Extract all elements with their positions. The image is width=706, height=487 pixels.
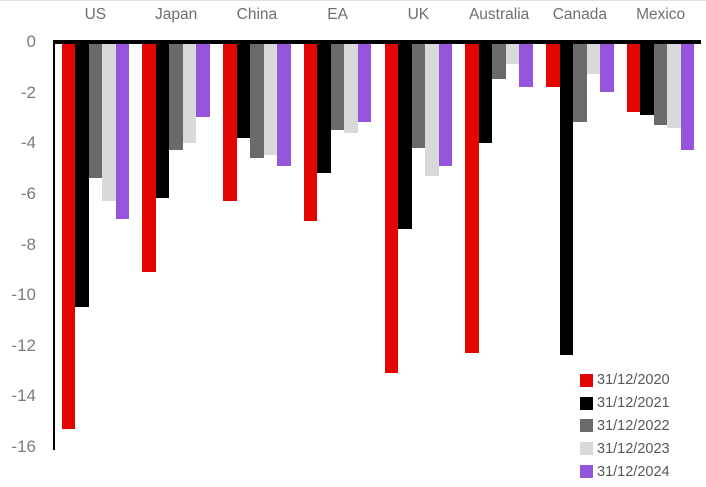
bar	[155, 44, 170, 199]
bar-group-australia	[459, 44, 540, 450]
legend-label: 31/12/2020	[597, 372, 670, 389]
bar	[438, 44, 453, 166]
legend-label: 31/12/2021	[597, 395, 670, 412]
bar	[559, 44, 574, 356]
bar	[600, 44, 614, 93]
legend-item: 31/12/2021	[580, 392, 670, 415]
bar	[680, 44, 695, 151]
bar	[573, 44, 587, 123]
legend-swatch	[580, 396, 593, 410]
legend-item: 31/12/2020	[580, 369, 670, 392]
bar	[196, 44, 210, 118]
bar	[277, 44, 291, 166]
category-label: China	[236, 6, 278, 23]
bar	[425, 44, 439, 176]
bar	[411, 44, 426, 148]
bar	[303, 44, 318, 222]
category-axis: US Japan China EA UK Australia Canada Mexico	[55, 6, 701, 24]
y-tick-label: -16	[11, 437, 36, 456]
legend-swatch	[580, 419, 593, 433]
y-tick-label: -4	[20, 133, 36, 153]
bar	[465, 44, 479, 353]
category-label: Japan	[155, 6, 198, 23]
bar	[519, 44, 533, 88]
bar	[330, 44, 345, 131]
legend-label: 31/12/2023	[597, 440, 670, 457]
bar-group-ea	[297, 44, 378, 450]
bar	[88, 44, 103, 179]
bar	[653, 44, 668, 125]
bar	[61, 44, 76, 429]
bar-group-uk	[378, 44, 459, 450]
bar	[250, 44, 264, 158]
legend-swatch	[580, 442, 593, 456]
bar	[492, 44, 506, 80]
y-tick-label: -2	[20, 82, 36, 102]
bar	[75, 44, 89, 308]
bar	[142, 44, 156, 272]
bar-group-canada	[540, 44, 621, 450]
bar	[384, 44, 399, 374]
bar	[182, 44, 197, 143]
bar	[667, 44, 681, 128]
bar	[478, 44, 493, 143]
legend-label: 31/12/2022	[597, 417, 670, 434]
category-label: Canada	[552, 6, 608, 23]
bar	[344, 44, 358, 133]
y-tick-label: -6	[20, 183, 36, 203]
bar	[546, 44, 560, 88]
category-label: US	[84, 6, 107, 23]
bar-group-us	[55, 44, 136, 450]
bar	[357, 44, 372, 123]
legend-swatch	[580, 465, 593, 479]
category-label: Mexico	[636, 6, 686, 23]
bar	[236, 44, 251, 138]
bar	[263, 44, 278, 156]
bar-group-mexico	[620, 44, 701, 450]
category-label: UK	[407, 6, 430, 23]
legend-swatch	[580, 373, 593, 387]
y-tick-label: 0	[26, 32, 36, 51]
bar	[115, 44, 130, 219]
y-tick-label: -8	[20, 234, 36, 254]
bar	[398, 44, 412, 229]
legend-label: 31/12/2024	[597, 463, 670, 480]
y-tick-label: -10	[11, 285, 36, 305]
bar	[102, 44, 116, 201]
bar	[640, 44, 654, 115]
bar-group-japan	[136, 44, 217, 450]
bar	[586, 44, 601, 75]
bar	[505, 44, 520, 65]
bar	[169, 44, 183, 151]
category-label: Australia	[468, 6, 530, 23]
y-tick-label: -14	[11, 386, 36, 406]
bar	[626, 44, 641, 113]
legend-item: 31/12/2024	[580, 460, 670, 483]
plot-area	[53, 40, 701, 450]
legend-item: 31/12/2022	[580, 415, 670, 438]
bar	[223, 44, 237, 201]
legend-item: 31/12/2023	[580, 437, 670, 460]
bar-group-china	[217, 44, 298, 450]
category-label: EA	[327, 6, 348, 23]
y-tick-label: -12	[11, 335, 36, 355]
bar	[317, 44, 331, 174]
legend: 31/12/2020 31/12/2021 31/12/2022 31/12/2023…	[580, 369, 670, 483]
